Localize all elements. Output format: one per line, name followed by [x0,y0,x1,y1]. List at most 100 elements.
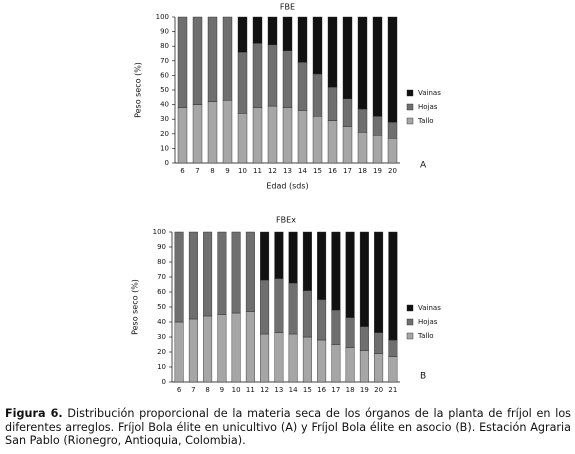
bar-segment [192,16,203,105]
bar-segment [252,16,263,44]
x-tick-label: 12 [260,386,269,394]
bar-segment [327,16,338,88]
legend-label: Vainas [418,304,441,312]
x-tick-label: 18 [358,167,367,175]
y-tick-label: 0 [165,159,169,167]
bar-segment [260,279,270,335]
x-tick-label: 10 [232,386,241,394]
bar-segment [274,332,284,383]
y-tick-label: 100 [153,228,166,236]
bar-segment [282,50,293,108]
bar-segment [282,16,293,51]
bar-segment [252,43,263,108]
x-tick-label: 11 [246,386,255,394]
bar-segment [203,315,213,383]
bar-segment [231,312,241,383]
y-tick-label: 70 [160,57,169,65]
x-tick-label: 8 [210,167,214,175]
bar-segment [359,326,369,351]
bar-segment [357,108,368,133]
bar-segment [252,107,263,164]
x-tick-label: 6 [177,386,182,394]
x-tick-label: 20 [388,167,397,175]
x-tick-label: 9 [220,386,224,394]
caption-text: Distribución proporcional de la materia … [5,407,572,447]
y-tick-label: 90 [160,28,169,36]
legend-label: Hojas [418,103,438,111]
bar-segment [357,132,368,164]
bar-segment [345,347,355,383]
bar-segment [177,16,188,108]
bar-segment [222,100,233,164]
x-tick-label: 17 [331,386,340,394]
bar-segment [331,344,341,383]
bar-segment [217,314,227,383]
bar-segment [207,101,218,164]
legend-swatch [406,89,414,97]
legend-swatch [406,117,414,125]
y-tick-label: 90 [157,243,166,251]
bar-segment [237,16,248,53]
bar-segment [192,104,203,164]
bar-segment [302,290,312,338]
x-tick-label: 9 [225,167,229,175]
bar-segment [302,336,312,383]
x-tick-label: 15 [313,167,322,175]
x-tick-label: 8 [205,386,209,394]
x-tick-label: 13 [283,167,292,175]
bar-segment [317,299,327,341]
caption: Figura 6. Distribución proporcional de l… [5,407,571,448]
bar-segment [237,51,248,114]
bar-segment [231,231,241,314]
x-tick-label: 7 [191,386,195,394]
bar-segment [374,332,384,354]
bar-segment [282,107,293,164]
bar-segment [387,121,398,139]
annotation: A [420,161,427,171]
y-tick-label: 20 [160,130,169,138]
y-tick-label: 60 [157,288,166,296]
x-tick-label: 14 [298,167,307,175]
bar-segment [372,135,383,164]
legend-label: Tallo [417,332,434,340]
legend-label: Vainas [418,89,441,97]
y-tick-label: 80 [157,258,166,266]
bar-segment [267,16,278,45]
bar-segment [288,333,298,383]
bar-segment [372,16,383,117]
bar-segment [222,16,233,101]
bar-segment [297,110,308,164]
bar-segment [327,120,338,164]
bar-segment [374,353,384,383]
y-tick-label: 30 [157,333,166,341]
bar-segment [312,73,323,117]
y-tick-label: 10 [160,144,169,152]
bar-segment [388,339,398,357]
bar-segment [342,16,353,99]
x-tick-label: 16 [317,386,326,394]
x-tick-label: 14 [289,386,298,394]
x-tick-label: 10 [238,167,247,175]
y-tick-label: 20 [157,348,166,356]
x-tick-label: 16 [328,167,337,175]
chart-title: FBEx [276,216,296,225]
bar-segment [288,231,298,284]
y-tick-label: 10 [157,363,166,371]
bar-segment [297,16,308,63]
bar-segment [327,86,338,121]
x-tick-label: 6 [180,167,185,175]
legend-swatch [406,103,414,111]
bar-segment [312,16,323,75]
bar-segment [302,231,312,291]
bar-segment [174,321,184,383]
bar-segment [207,16,218,102]
annotation: B [420,372,426,382]
legend-swatch [406,304,414,312]
chart-title: FBE [280,3,295,12]
x-axis-label: Edad (sds) [266,182,308,191]
bar-segment [331,309,341,345]
y-tick-label: 40 [160,101,169,109]
x-tick-label: 13 [274,386,283,394]
